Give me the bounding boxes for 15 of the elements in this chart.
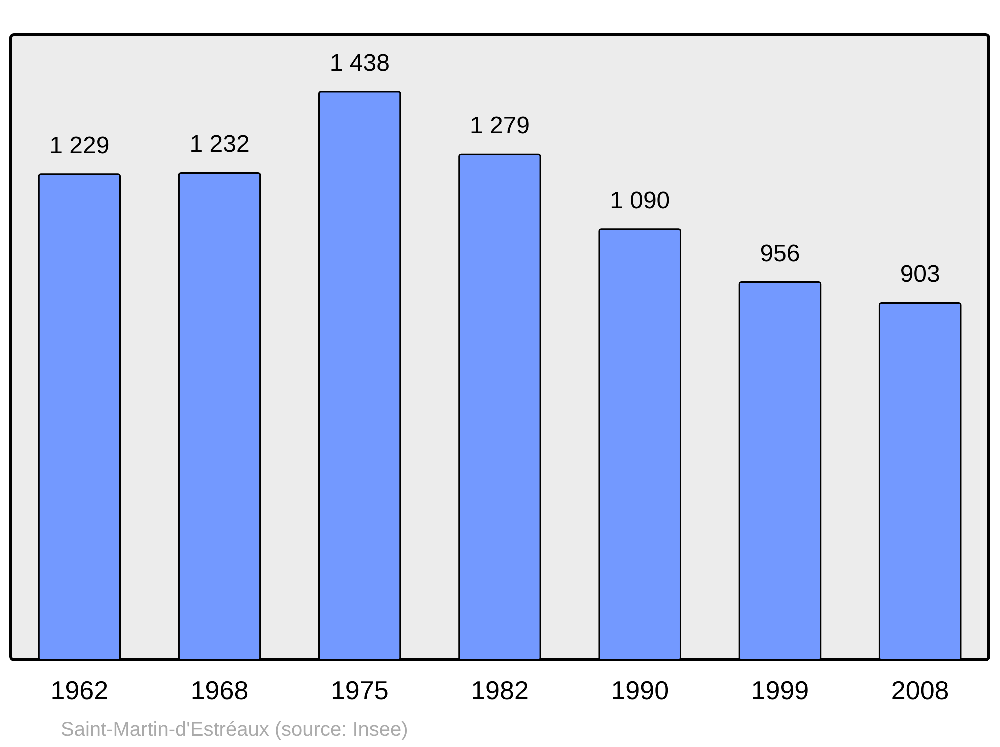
x-tick-label: 1990: [611, 676, 670, 706]
x-tick-label: 1975: [330, 676, 389, 706]
x-tick-label: 1999: [751, 676, 810, 706]
x-tick-label: 1962: [50, 676, 109, 706]
x-tick-label: 1982: [471, 676, 529, 706]
data-label: 1 232: [190, 131, 250, 158]
data-label: 1 438: [330, 50, 390, 77]
x-tick-label: 2008: [891, 676, 950, 706]
data-label: 1 229: [50, 132, 110, 160]
data-label: 1 279: [470, 112, 530, 140]
data-label: 1 090: [610, 187, 670, 214]
data-label: 903: [900, 261, 940, 288]
data-label: 956: [760, 240, 800, 268]
text: Saint-Martin-d'Estréaux (source: Insee): [61, 719, 408, 741]
x-tick-label: 1968: [190, 676, 249, 706]
